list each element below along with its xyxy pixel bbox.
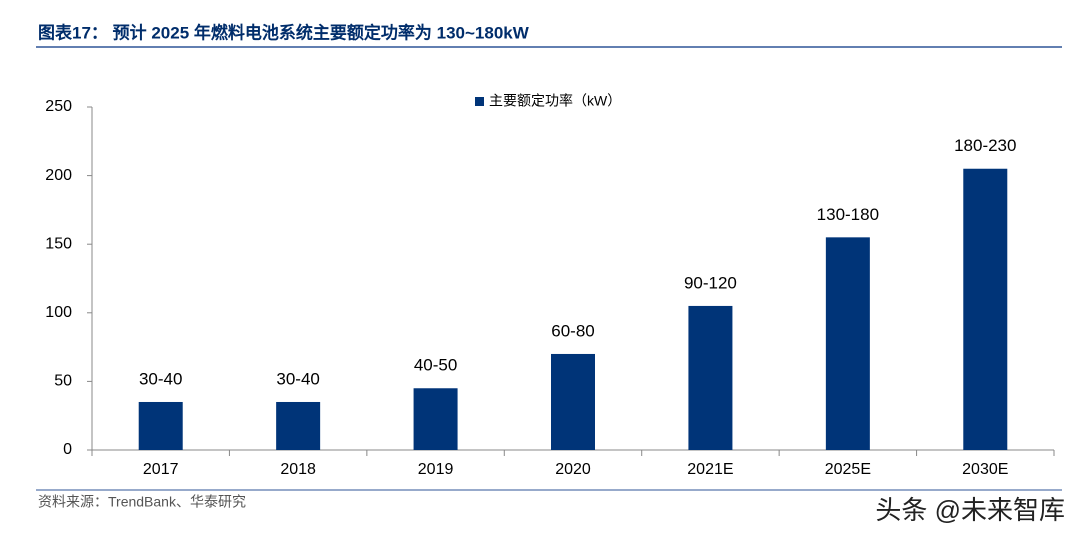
bar [276,401,321,450]
bar [138,401,183,450]
x-tick-label: 2021E [687,461,733,478]
x-tick-label: 2020 [555,461,591,478]
bar [963,168,1008,451]
value-label: 180-230 [954,136,1016,155]
source-note: 资料来源：TrendBank、华泰研究 [38,494,246,510]
value-label: 30-40 [276,369,319,388]
x-tick-label: 2019 [418,461,454,478]
watermark: 头条 @未来智库 [875,495,1065,525]
value-label: 130-180 [817,205,879,224]
legend-label: 主要额定功率（kW） [489,93,621,109]
x-tick-label: 2017 [143,461,179,478]
y-tick-label: 0 [63,441,72,458]
bar [825,237,870,450]
value-label: 90-120 [684,273,737,292]
value-label: 30-40 [139,369,182,388]
bar [413,388,458,450]
x-tick-label: 2025E [825,461,871,478]
y-tick-label: 50 [54,373,72,390]
y-tick-label: 150 [45,235,72,252]
bar [551,353,595,450]
chart-title: 图表17： 预计 2025 年燃料电池系统主要额定功率为 130~180kW [38,22,530,42]
y-tick-label: 250 [45,98,72,115]
value-label: 60-80 [551,321,594,340]
value-label: 40-50 [414,356,457,375]
y-tick-label: 100 [45,304,72,321]
legend-swatch [475,97,484,106]
x-tick-label: 2018 [280,461,316,478]
y-tick-label: 200 [45,167,72,184]
bar [688,305,733,450]
x-tick-label: 2030E [962,461,1008,478]
